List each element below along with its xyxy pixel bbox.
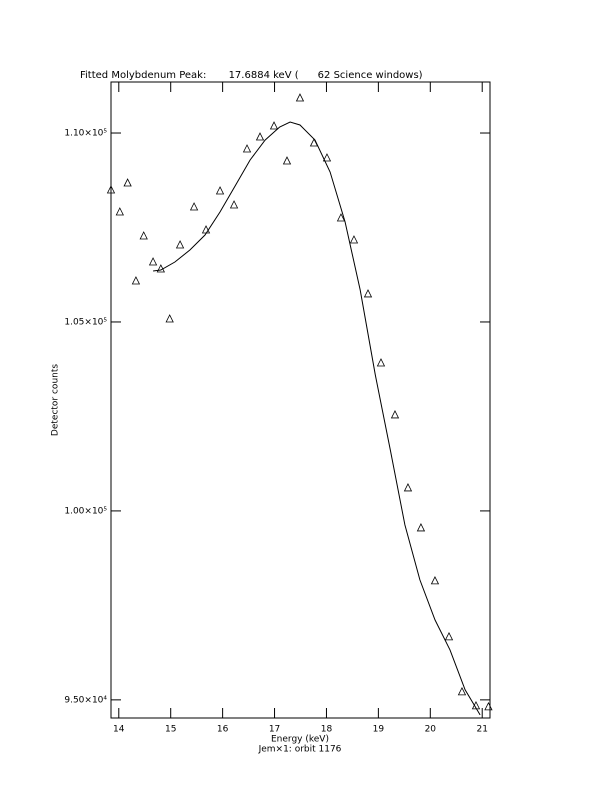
y-axis-label: Detector counts [51, 364, 61, 436]
data-point [363, 289, 373, 298]
y-tick-label: 1.05×10⁵ [64, 317, 107, 327]
data-point [309, 138, 319, 147]
data-point [322, 153, 332, 162]
fit-curve [153, 121, 481, 716]
data-point [416, 523, 426, 532]
data-point [282, 156, 292, 165]
y-tick-label: 9.50×10⁴ [64, 695, 107, 705]
data-point [295, 93, 305, 102]
x-tick-label: 16 [217, 725, 229, 735]
data-point [255, 132, 265, 141]
data-point [484, 701, 493, 711]
subtitle: Jem×1: orbit 1176 [258, 745, 342, 755]
x-tick-label: 14 [113, 725, 125, 735]
y-tick-label: 1.00×10⁵ [64, 506, 107, 516]
x-tick-label: 21 [476, 725, 487, 735]
data-point [156, 264, 165, 273]
data-point [123, 178, 132, 187]
x-tick-label: 20 [425, 725, 437, 735]
x-tick-label: 15 [165, 725, 176, 735]
y-tick-label: 1.10×10⁵ [64, 129, 107, 139]
data-point [242, 144, 252, 153]
x-axis-label: Energy (keV) [271, 735, 329, 745]
data-point [201, 225, 211, 234]
data-point [444, 631, 454, 641]
data-point [131, 276, 141, 285]
data-point [390, 410, 400, 419]
data-point [175, 240, 185, 249]
data-point [336, 213, 346, 222]
data-point [148, 257, 158, 266]
data-point [229, 200, 239, 209]
data-point [403, 483, 413, 492]
x-tick-label: 19 [373, 725, 385, 735]
x-tick-label: 17 [269, 725, 280, 735]
data-point [115, 207, 124, 216]
data-point [189, 202, 199, 211]
x-tick-label: 18 [321, 725, 333, 735]
data-point [471, 700, 481, 710]
data-point [376, 358, 386, 367]
data-point [457, 686, 467, 696]
data-point [165, 314, 174, 323]
data-point [106, 185, 116, 194]
data-point [430, 576, 440, 585]
data-point [349, 235, 359, 244]
data-point [139, 231, 148, 240]
plot-frame [110, 81, 491, 719]
chart-title: Fitted Molybdenum Peak: 17.6884 keV ( 62… [80, 70, 423, 81]
data-point [269, 121, 279, 130]
data-point [215, 186, 225, 195]
